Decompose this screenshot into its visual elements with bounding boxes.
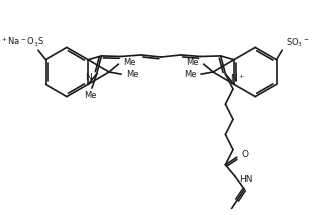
Text: SO$_3$$^-$: SO$_3$$^-$: [285, 36, 309, 49]
Text: O: O: [242, 150, 248, 159]
Text: N: N: [85, 73, 92, 82]
Text: Me: Me: [123, 58, 136, 67]
Text: HN: HN: [239, 175, 252, 184]
Text: Me: Me: [184, 70, 196, 79]
Text: Me: Me: [84, 91, 96, 100]
Text: N$^+$: N$^+$: [230, 72, 245, 84]
Text: Me: Me: [186, 58, 199, 67]
Text: $\mathregular{^+}$Na$\mathregular{^-}$O$_3$S: $\mathregular{^+}$Na$\mathregular{^-}$O$…: [0, 36, 44, 49]
Text: Me: Me: [126, 70, 138, 79]
